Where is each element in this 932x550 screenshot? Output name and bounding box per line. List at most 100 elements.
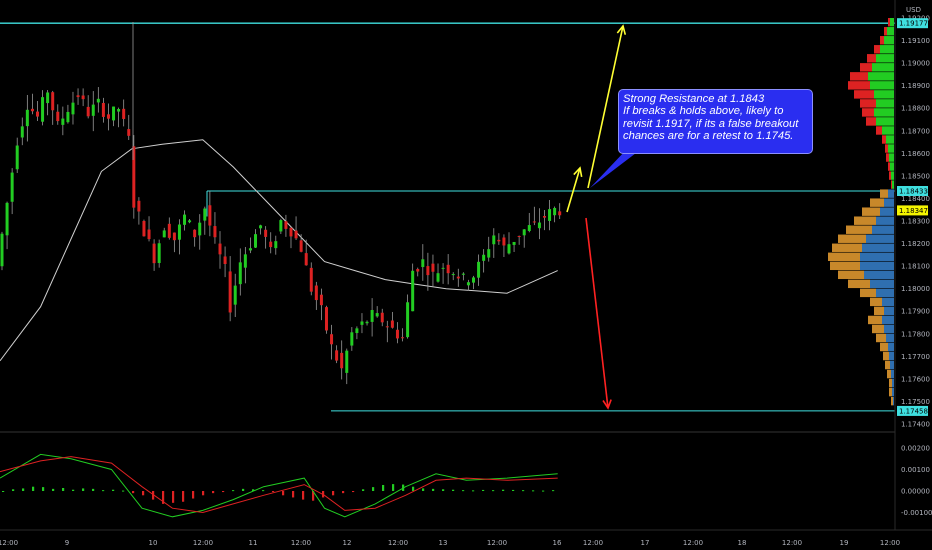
volume-bar [892, 378, 894, 388]
candle-body [228, 271, 232, 313]
volume-bar [872, 225, 894, 234]
candle-body [370, 310, 374, 322]
arrow-up-target-head [616, 24, 627, 35]
volume-bar [887, 27, 894, 36]
macd-histogram-bar [352, 491, 355, 493]
candle-body [233, 285, 237, 305]
arrow-up-short[interactable] [566, 167, 581, 213]
volume-bar [848, 279, 870, 289]
macd-histogram-bar [102, 490, 105, 492]
candle-body [294, 230, 298, 239]
macd-histogram-bar [222, 491, 225, 493]
candle-body [466, 282, 470, 286]
volume-bar [890, 162, 894, 171]
volume-bar [882, 135, 886, 144]
candle-body [264, 229, 268, 237]
projection-arrows[interactable] [566, 24, 640, 410]
macd-histogram-bar [182, 491, 185, 502]
macd-histogram-bar [542, 490, 545, 492]
volume-bar [876, 54, 894, 63]
volume-bar [867, 54, 876, 63]
time-tick-label: 19 [840, 539, 849, 547]
volume-bar [889, 171, 891, 180]
time-axis[interactable]: 12:00 9 10 12:00 11 12:00 12 12:00 13 12:00 16 12:0… [0, 539, 900, 547]
candle-body [81, 95, 85, 100]
volume-bar [854, 216, 876, 225]
macd-histogram-bar [212, 491, 215, 494]
macd-histogram-bar [52, 488, 55, 491]
macd-histogram-bar [452, 489, 455, 491]
candle-body [411, 270, 415, 312]
time-tick-label: 16 [553, 539, 562, 547]
candle-body [41, 97, 45, 122]
indicator-axis[interactable]: 0.00200 0.00100 0.00000 -0.00100 [901, 445, 932, 518]
macd-histogram-bar [32, 486, 35, 491]
time-tick-label: 17 [641, 539, 650, 547]
candle-body [254, 234, 257, 248]
indicator-tick-label: -0.00100 [901, 509, 932, 517]
macd-histogram-bar [122, 490, 125, 492]
arrow-down-target[interactable] [585, 217, 609, 409]
candle-body [147, 229, 151, 240]
volume-bar [868, 72, 894, 81]
volume-bar [892, 387, 894, 397]
volume-bar [850, 72, 868, 81]
indicator-tick-label: 0.00200 [901, 445, 930, 453]
horizontal-levels[interactable] [0, 22, 895, 412]
candle-body [385, 326, 389, 328]
volume-bar [860, 288, 876, 298]
macd-histogram-bar [22, 488, 25, 491]
macd-histogram-bar [192, 491, 195, 499]
volume-bar [882, 315, 894, 325]
volume-bar [876, 288, 894, 298]
candle-body [193, 229, 197, 238]
candle-body [324, 307, 328, 331]
volume-profile [828, 18, 894, 406]
price-pane[interactable] [0, 18, 895, 412]
candle-body [289, 227, 293, 237]
candle-body [461, 273, 465, 275]
moving-average-line [0, 139, 558, 362]
annotation-callout[interactable]: Strong Resistance at 1.1843 If breaks & … [618, 89, 813, 154]
macd-pane[interactable] [0, 453, 558, 518]
volume-bar [860, 261, 894, 271]
candle-body [537, 222, 541, 229]
candle-body [345, 350, 349, 373]
candle-body [299, 240, 303, 252]
volume-bar [880, 342, 888, 352]
volume-bar [891, 369, 894, 379]
candle-body [5, 202, 9, 236]
candle-body [243, 254, 247, 268]
price-tick-label: 1.18800 [901, 105, 930, 113]
candle-body [502, 237, 506, 246]
candle-body [284, 221, 288, 229]
macd-histogram-bar [152, 491, 155, 500]
candle-body [198, 222, 202, 236]
candle-body [20, 126, 24, 138]
price-tick-label: 1.18100 [901, 263, 930, 271]
volume-bar [874, 306, 884, 316]
candle-body [213, 226, 217, 238]
volume-bar [887, 369, 891, 379]
arrow-up-target[interactable] [587, 25, 624, 189]
price-tick-label: 1.18300 [901, 218, 930, 226]
time-tick-label: 12:00 [487, 539, 507, 547]
candle-body [507, 244, 511, 254]
candle-body [238, 262, 242, 285]
candle-body [51, 92, 55, 111]
volume-bar [864, 270, 894, 280]
candle-body [401, 337, 405, 339]
candle-body [0, 233, 4, 267]
candle-body [390, 320, 394, 328]
time-tick-label: 12 [343, 539, 352, 547]
candle-body [497, 239, 501, 242]
candle-body [512, 241, 516, 245]
macd-histogram-bar [552, 490, 555, 492]
candle-body [10, 172, 14, 202]
callout-pointer [590, 150, 640, 188]
candle-body [426, 266, 430, 276]
volume-bar [880, 207, 894, 216]
candle-body [46, 92, 50, 104]
candle-body [208, 205, 212, 226]
